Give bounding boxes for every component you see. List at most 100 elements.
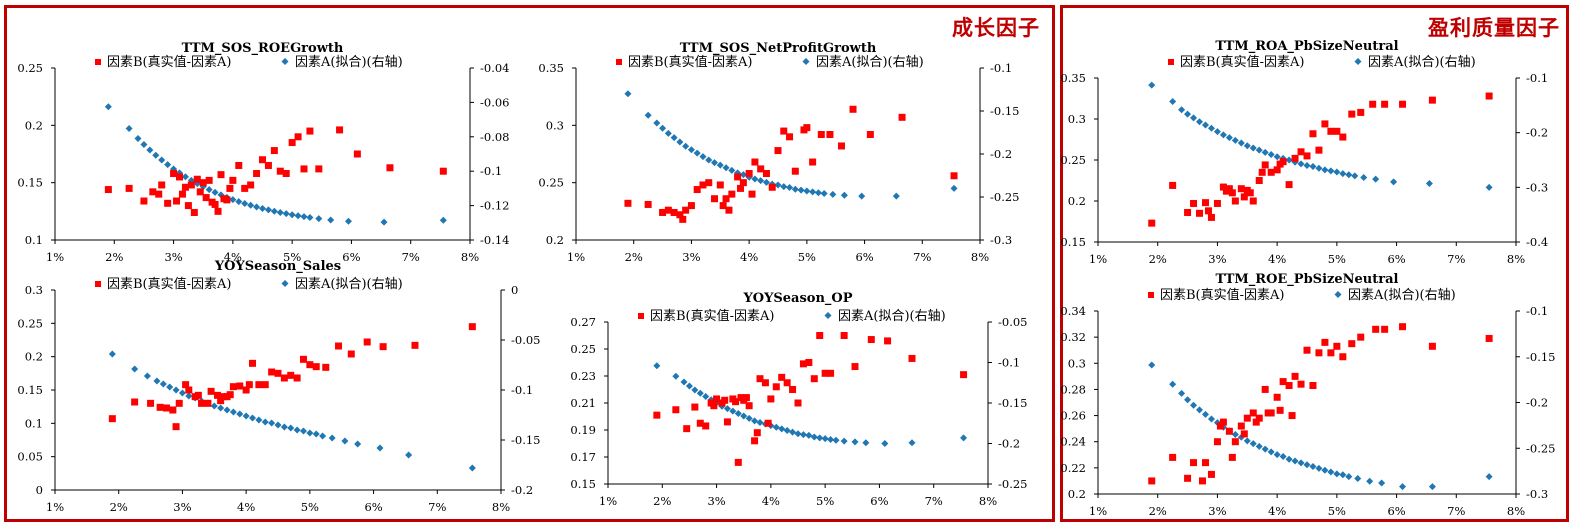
point-factor-a [274, 421, 282, 429]
point-factor-b [884, 337, 892, 345]
point-factor-b [1333, 342, 1341, 350]
y-tick-label: 0.2 [25, 118, 43, 132]
point-factor-a [820, 190, 828, 198]
y2-tick-label: -0.1 [511, 383, 533, 397]
point-factor-a [153, 377, 161, 385]
point-factor-b [198, 399, 206, 407]
point-factor-a [253, 203, 261, 211]
point-factor-b [1207, 213, 1215, 221]
y-tick-label: 0.28 [1060, 382, 1086, 396]
point-factor-b [140, 197, 148, 205]
point-factor-a [1366, 477, 1374, 485]
point-factor-a [217, 404, 225, 412]
point-factor-b [1381, 325, 1389, 333]
legend-label-b: 因素B(真实值-因素A) [1180, 54, 1304, 70]
point-factor-b [1273, 166, 1281, 174]
chart-yoy-op: 1% 2% 3% 4% 5% 6% 7% 8% 0.15 0.17 0.19 0.21 0.23 0.25… [570, 291, 1027, 508]
y2-tick-label: -0.1 [480, 164, 502, 178]
point-factor-b [786, 133, 794, 141]
point-factor-b [683, 425, 691, 433]
y-tick-label: 0.32 [1060, 330, 1086, 344]
point-factor-a [341, 437, 349, 445]
y-tick-label: 0.26 [1060, 409, 1086, 423]
point-factor-b [1303, 346, 1311, 354]
x-tick-label: 5% [816, 494, 834, 508]
point-factor-b [780, 127, 788, 135]
point-factor-a [164, 161, 172, 169]
point-factor-b [1199, 477, 1206, 485]
point-factor-a [728, 166, 736, 174]
y2-tick-label: -0.1 [1526, 304, 1548, 318]
point-factor-b [950, 172, 958, 180]
point-factor-a [152, 151, 160, 159]
point-factor-b [353, 150, 361, 158]
point-factor-b [156, 403, 164, 411]
point-factor-b [761, 379, 769, 387]
x-tick-label: 1% [46, 500, 64, 514]
point-factor-a [344, 217, 352, 225]
point-factor-b [196, 188, 204, 196]
point-factor-a [299, 427, 307, 435]
y-tick-label: 0.3 [546, 118, 564, 132]
point-factor-b [1184, 208, 1192, 216]
point-factor-a [270, 207, 278, 215]
point-factor-b [217, 397, 225, 405]
point-factor-a [1327, 167, 1335, 175]
point-factor-a [229, 408, 237, 416]
point-factor-b [268, 368, 276, 376]
point-factor-a [950, 184, 958, 192]
point-factor-a [1273, 153, 1281, 161]
point-factor-a [268, 419, 276, 427]
point-factor-b [1369, 100, 1377, 108]
point-factor-a [1309, 463, 1317, 471]
x-tick-label: 1% [1089, 252, 1107, 266]
x-tick-label: 2% [653, 494, 671, 508]
point-factor-a [104, 103, 112, 111]
point-factor-b [1309, 130, 1317, 138]
point-factor-b [682, 206, 690, 214]
y-tick-label: 0 [36, 483, 43, 497]
x-tick-label: 1% [1089, 504, 1107, 518]
y-tick-label: 0.27 [570, 315, 596, 329]
point-factor-b [691, 403, 699, 411]
point-factor-a [1196, 406, 1204, 414]
x-tick-label: 8% [492, 500, 510, 514]
point-factor-a [1297, 160, 1305, 168]
y-tick-label: 0.34 [1060, 304, 1086, 318]
point-factor-b [722, 195, 730, 203]
point-factor-a [786, 184, 794, 192]
point-factor-a [134, 135, 142, 143]
x-tick-label: 3% [1208, 504, 1226, 518]
point-factor-b [274, 369, 282, 377]
point-factor-b [624, 199, 632, 207]
point-factor-b [805, 359, 813, 366]
y2-tick-label: 0 [511, 283, 518, 297]
point-factor-a [1333, 168, 1341, 176]
y2-tick-label: -0.2 [511, 483, 533, 497]
point-factor-b [299, 355, 307, 363]
point-factor-a [1201, 121, 1209, 129]
point-factor-b [247, 181, 255, 189]
point-factor-a [131, 365, 139, 373]
point-factor-b [468, 323, 476, 331]
point-factor-b [719, 202, 727, 210]
legend-label-a: 因素A(拟合)(右轴) [295, 55, 403, 70]
point-factor-b [1315, 146, 1323, 154]
point-factor-a [1315, 464, 1323, 472]
point-factor-b [653, 411, 661, 419]
chart-title: TTM_SOS_ROEGrowth [182, 41, 344, 56]
point-factor-b [1219, 183, 1227, 191]
point-factor-a [249, 414, 257, 422]
point-factor-a [723, 405, 731, 413]
point-factor-b [170, 169, 178, 177]
point-factor-a [405, 451, 413, 459]
point-factor-a [810, 433, 818, 441]
y-tick-label: 0.15 [17, 383, 43, 397]
x-tick-label: 8% [1507, 504, 1525, 518]
point-factor-a [1169, 98, 1177, 106]
point-factor-b [817, 131, 825, 139]
y2-tick-label: -0.4 [1526, 235, 1548, 249]
point-factor-b [791, 167, 799, 175]
point-factor-b [1184, 474, 1192, 482]
point-factor-b [202, 194, 210, 202]
